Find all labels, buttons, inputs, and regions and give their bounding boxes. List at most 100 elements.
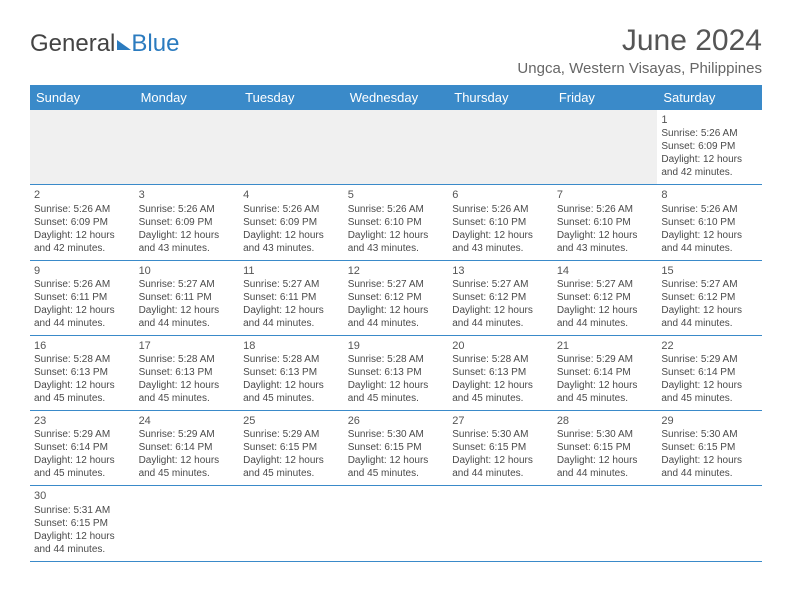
day-number: 17 <box>139 339 236 353</box>
daylight-line: Daylight: 12 hours and 44 minutes. <box>452 304 549 330</box>
daylight-line: Daylight: 12 hours and 44 minutes. <box>348 304 445 330</box>
day-cell: 29Sunrise: 5:30 AMSunset: 6:15 PMDayligh… <box>657 411 762 486</box>
sunset-line: Sunset: 6:13 PM <box>243 366 340 379</box>
sunset-line: Sunset: 6:14 PM <box>34 441 131 454</box>
day-number: 14 <box>557 264 654 278</box>
day-number: 26 <box>348 414 445 428</box>
empty-cell <box>448 110 553 185</box>
day-number: 19 <box>348 339 445 353</box>
daylight-line: Daylight: 12 hours and 44 minutes. <box>139 304 236 330</box>
weekday-header: Sunday <box>30 85 135 110</box>
sunrise-line: Sunrise: 5:29 AM <box>139 428 236 441</box>
daylight-line: Daylight: 12 hours and 43 minutes. <box>452 229 549 255</box>
sunrise-line: Sunrise: 5:26 AM <box>452 203 549 216</box>
day-number: 11 <box>243 264 340 278</box>
daylight-line: Daylight: 12 hours and 44 minutes. <box>452 454 549 480</box>
daylight-line: Daylight: 12 hours and 42 minutes. <box>661 153 758 179</box>
daylight-line: Daylight: 12 hours and 45 minutes. <box>139 454 236 480</box>
empty-cell <box>30 110 135 185</box>
day-cell: 5Sunrise: 5:26 AMSunset: 6:10 PMDaylight… <box>344 185 449 260</box>
sunset-line: Sunset: 6:15 PM <box>243 441 340 454</box>
day-cell: 2Sunrise: 5:26 AMSunset: 6:09 PMDaylight… <box>30 185 135 260</box>
day-cell: 21Sunrise: 5:29 AMSunset: 6:14 PMDayligh… <box>553 335 658 410</box>
day-number: 16 <box>34 339 131 353</box>
brand-part2: Blue <box>131 30 179 58</box>
sunset-line: Sunset: 6:15 PM <box>661 441 758 454</box>
day-cell: 24Sunrise: 5:29 AMSunset: 6:14 PMDayligh… <box>135 411 240 486</box>
sunset-line: Sunset: 6:15 PM <box>557 441 654 454</box>
calendar-body: 1Sunrise: 5:26 AMSunset: 6:09 PMDaylight… <box>30 110 762 561</box>
day-number: 9 <box>34 264 131 278</box>
day-cell: 17Sunrise: 5:28 AMSunset: 6:13 PMDayligh… <box>135 335 240 410</box>
calendar-row: 1Sunrise: 5:26 AMSunset: 6:09 PMDaylight… <box>30 110 762 185</box>
weekday-header: Thursday <box>448 85 553 110</box>
day-number: 6 <box>452 188 549 202</box>
day-number: 23 <box>34 414 131 428</box>
day-cell: 6Sunrise: 5:26 AMSunset: 6:10 PMDaylight… <box>448 185 553 260</box>
day-cell: 23Sunrise: 5:29 AMSunset: 6:14 PMDayligh… <box>30 411 135 486</box>
empty-cell <box>553 110 658 185</box>
sunset-line: Sunset: 6:13 PM <box>348 366 445 379</box>
sunset-line: Sunset: 6:12 PM <box>348 291 445 304</box>
sunrise-line: Sunrise: 5:27 AM <box>348 278 445 291</box>
empty-cell <box>344 486 449 561</box>
sunrise-line: Sunrise: 5:30 AM <box>557 428 654 441</box>
day-number: 22 <box>661 339 758 353</box>
sunset-line: Sunset: 6:10 PM <box>348 216 445 229</box>
daylight-line: Daylight: 12 hours and 43 minutes. <box>243 229 340 255</box>
sunset-line: Sunset: 6:09 PM <box>139 216 236 229</box>
month-title: June 2024 <box>517 24 762 58</box>
sunset-line: Sunset: 6:14 PM <box>661 366 758 379</box>
brand-part1: General <box>30 30 115 58</box>
sunset-line: Sunset: 6:10 PM <box>557 216 654 229</box>
day-cell: 12Sunrise: 5:27 AMSunset: 6:12 PMDayligh… <box>344 260 449 335</box>
day-number: 13 <box>452 264 549 278</box>
sunset-line: Sunset: 6:10 PM <box>661 216 758 229</box>
sunrise-line: Sunrise: 5:30 AM <box>661 428 758 441</box>
sunrise-line: Sunrise: 5:27 AM <box>139 278 236 291</box>
sunset-line: Sunset: 6:13 PM <box>452 366 549 379</box>
calendar-row: 16Sunrise: 5:28 AMSunset: 6:13 PMDayligh… <box>30 335 762 410</box>
daylight-line: Daylight: 12 hours and 45 minutes. <box>452 379 549 405</box>
weekday-header: Saturday <box>657 85 762 110</box>
sunrise-line: Sunrise: 5:27 AM <box>243 278 340 291</box>
day-number: 3 <box>139 188 236 202</box>
empty-cell <box>657 486 762 561</box>
sunset-line: Sunset: 6:15 PM <box>34 517 131 530</box>
day-number: 20 <box>452 339 549 353</box>
weekday-header: Tuesday <box>239 85 344 110</box>
sunrise-line: Sunrise: 5:28 AM <box>452 353 549 366</box>
day-number: 18 <box>243 339 340 353</box>
sunset-line: Sunset: 6:10 PM <box>452 216 549 229</box>
day-cell: 7Sunrise: 5:26 AMSunset: 6:10 PMDaylight… <box>553 185 658 260</box>
sunrise-line: Sunrise: 5:28 AM <box>243 353 340 366</box>
empty-cell <box>135 110 240 185</box>
sunrise-line: Sunrise: 5:26 AM <box>34 203 131 216</box>
sunrise-line: Sunrise: 5:26 AM <box>661 203 758 216</box>
day-number: 30 <box>34 489 131 503</box>
day-cell: 27Sunrise: 5:30 AMSunset: 6:15 PMDayligh… <box>448 411 553 486</box>
day-cell: 16Sunrise: 5:28 AMSunset: 6:13 PMDayligh… <box>30 335 135 410</box>
location-text: Ungca, Western Visayas, Philippines <box>517 60 762 77</box>
weekday-header-row: SundayMondayTuesdayWednesdayThursdayFrid… <box>30 85 762 110</box>
day-cell: 11Sunrise: 5:27 AMSunset: 6:11 PMDayligh… <box>239 260 344 335</box>
sunrise-line: Sunrise: 5:30 AM <box>452 428 549 441</box>
day-cell: 8Sunrise: 5:26 AMSunset: 6:10 PMDaylight… <box>657 185 762 260</box>
sunset-line: Sunset: 6:13 PM <box>139 366 236 379</box>
empty-cell <box>344 110 449 185</box>
sunrise-line: Sunrise: 5:26 AM <box>348 203 445 216</box>
calendar-table: SundayMondayTuesdayWednesdayThursdayFrid… <box>30 85 762 562</box>
daylight-line: Daylight: 12 hours and 45 minutes. <box>139 379 236 405</box>
weekday-header: Wednesday <box>344 85 449 110</box>
sunset-line: Sunset: 6:15 PM <box>452 441 549 454</box>
daylight-line: Daylight: 12 hours and 44 minutes. <box>557 304 654 330</box>
day-number: 5 <box>348 188 445 202</box>
daylight-line: Daylight: 12 hours and 45 minutes. <box>348 454 445 480</box>
sunset-line: Sunset: 6:09 PM <box>661 140 758 153</box>
day-number: 4 <box>243 188 340 202</box>
day-cell: 4Sunrise: 5:26 AMSunset: 6:09 PMDaylight… <box>239 185 344 260</box>
sunset-line: Sunset: 6:09 PM <box>34 216 131 229</box>
daylight-line: Daylight: 12 hours and 45 minutes. <box>243 379 340 405</box>
sunset-line: Sunset: 6:09 PM <box>243 216 340 229</box>
sunrise-line: Sunrise: 5:26 AM <box>557 203 654 216</box>
